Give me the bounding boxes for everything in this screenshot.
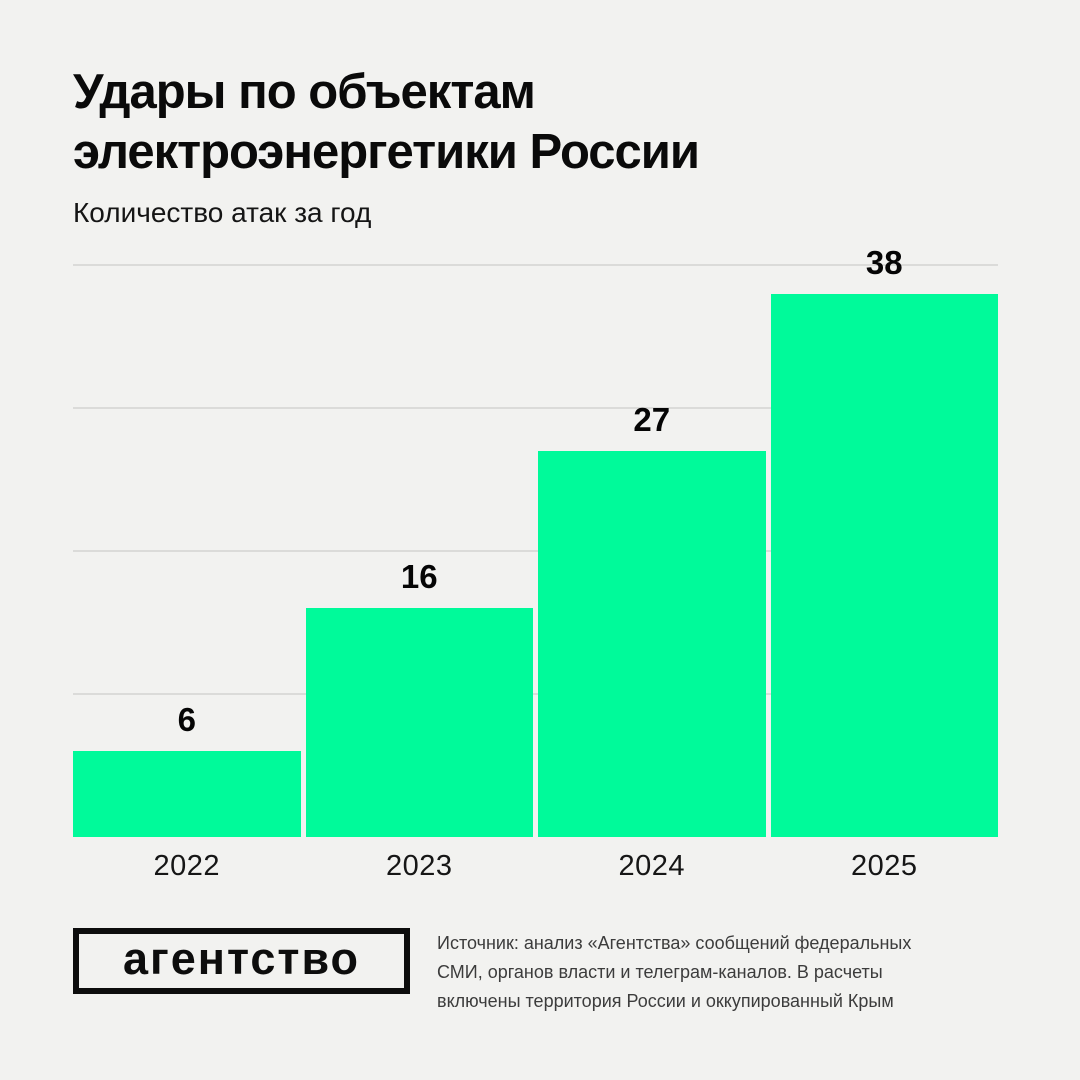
value-label-2023: 16 [400, 558, 438, 596]
source-note-line2: СМИ, органов власти и телеграм-каналов. … [437, 962, 883, 982]
gridline-20 [73, 550, 998, 552]
value-label-2024: 27 [633, 400, 671, 438]
bar-column-2023: 16 2023 [305, 265, 533, 882]
page-title-line1: Удары по объектам [73, 65, 536, 119]
gridline-30 [73, 407, 998, 409]
source-note: Источник: анализ «Агентства» сообщений ф… [437, 929, 1027, 1016]
page-title: Удары по объектам электроэнергетики Росс… [73, 62, 700, 182]
source-note-line1: Источник: анализ «Агентства» сообщений ф… [437, 933, 912, 953]
agentstvo-logo-text: агентство [122, 933, 361, 984]
page-title-line2: электроэнергетики России [73, 125, 700, 179]
gridline-10 [73, 693, 998, 695]
agentstvo-logo: агентство [73, 928, 410, 994]
bar-2025 [770, 293, 998, 837]
value-label-2022: 6 [177, 701, 196, 739]
bar-chart: 6 2022 16 2023 27 2024 38 2025 [73, 244, 998, 882]
bars-container: 6 2022 16 2023 27 2024 38 2025 [73, 244, 998, 882]
bar-column-2025: 38 2025 [770, 244, 998, 882]
x-axis-label-2024: 2024 [618, 850, 685, 882]
bar-2023 [305, 608, 533, 837]
x-axis-label-2025: 2025 [850, 850, 918, 882]
bar-2022 [73, 751, 301, 837]
bar-2024 [538, 450, 766, 837]
source-note-line3: включены территория России и оккупирован… [437, 991, 894, 1011]
bar-column-2022: 6 2022 [73, 265, 301, 882]
bar-column-2024: 27 2024 [538, 265, 766, 882]
value-label-2025: 38 [865, 243, 903, 281]
x-axis-label-2023: 2023 [385, 850, 453, 882]
gridline-40 [73, 264, 998, 266]
x-axis-label-2022: 2022 [153, 850, 220, 882]
chart-subtitle: Количество атак за год [73, 197, 372, 228]
